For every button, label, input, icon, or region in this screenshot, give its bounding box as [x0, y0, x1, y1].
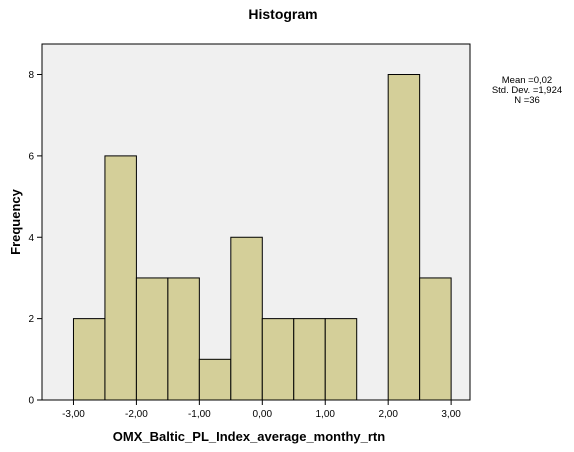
stats-n: N =36: [514, 95, 540, 106]
stats-mean: Mean =0,02: [502, 75, 552, 86]
y-tick-label-0: 0: [28, 396, 34, 407]
histogram-bar-6: [261, 318, 295, 401]
stats-std-dev: Std. Dev. =1,924: [492, 85, 562, 96]
x-tick-label-3: 0,00: [253, 409, 273, 420]
x-tick-label-6: 3,00: [441, 409, 461, 420]
histogram-bar-1: [104, 155, 137, 401]
y-tick-label-3: 6: [28, 151, 34, 162]
y-axis-label: Frequency: [8, 188, 23, 255]
histogram-bar-3: [167, 277, 200, 401]
x-tick-label-2: -1,00: [188, 409, 211, 420]
histogram-bar-8: [324, 318, 358, 401]
x-tick-label-4: 1,00: [316, 409, 336, 420]
histogram-bar-10: [387, 74, 421, 401]
histogram-bar-4: [198, 358, 232, 401]
x-axis-label: OMX_Baltic_PL_Index_average_monthy_rtn: [113, 429, 385, 444]
x-tick-label-5: 2,00: [378, 409, 398, 420]
y-tick-label-2: 4: [28, 233, 34, 244]
x-tick-label-0: -3,00: [62, 409, 85, 420]
x-tick-label-1: -2,00: [125, 409, 148, 420]
histogram-bar-2: [135, 277, 169, 401]
y-tick-label-4: 8: [28, 70, 34, 81]
y-tick-label-1: 2: [28, 314, 34, 325]
chart-title: Histogram: [248, 6, 317, 22]
histogram-bar-5: [230, 236, 263, 401]
histogram-bar-0: [72, 318, 106, 401]
histogram-bar-7: [293, 318, 326, 401]
histogram-bar-11: [419, 277, 452, 401]
